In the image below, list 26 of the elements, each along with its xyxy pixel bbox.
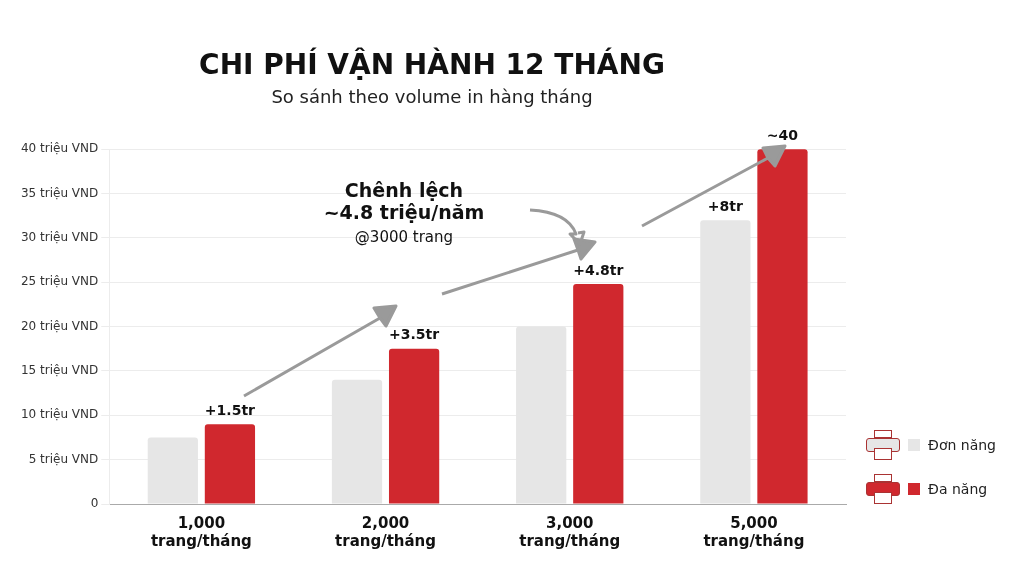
x-tick-label: 5,000 trang/tháng: [703, 513, 805, 550]
y-tick-label: 20 triệu VND: [20, 318, 99, 333]
annotation: +3.5tr: [389, 326, 440, 343]
y-tick-label: 15 triệu VND: [20, 363, 99, 378]
x-tick-label: 3,000 trang/tháng: [519, 513, 621, 550]
bar: [204, 424, 256, 504]
annotation: ~40: [766, 126, 799, 143]
y-tick-label: 10 triệu VND: [20, 407, 99, 422]
chart-title: CHI PHÍ VẬN HÀNH 12 THÁNG: [199, 47, 665, 82]
legend-label: Đa năng: [928, 481, 988, 497]
y-tick-label: 5 triệu VND: [28, 451, 99, 466]
y-tick-label: 30 triệu VND: [20, 230, 99, 245]
annotation: +8tr: [707, 197, 743, 214]
annotation: Chênh lệch ~4.8 triệu/năm @3000 trang: [323, 178, 485, 246]
bar: [573, 284, 624, 504]
x-tick-label: 1,000 trang/tháng: [150, 513, 252, 550]
annotation: +1.5tr: [204, 401, 256, 418]
chart-subtitle: So sánh theo volume in hàng tháng: [271, 86, 593, 108]
annotation: +4.8tr: [573, 261, 624, 278]
y-tick-label: 0: [90, 496, 99, 511]
y-tick-label: 40 triệu VND: [20, 141, 99, 156]
legend-label: Đơn năng: [928, 437, 996, 453]
y-tick-label: 25 triệu VND: [20, 274, 99, 289]
x-tick-label: 2,000 trang/tháng: [335, 513, 437, 550]
y-tick-label: 35 triệu VND: [20, 185, 99, 200]
bar: [388, 348, 440, 504]
